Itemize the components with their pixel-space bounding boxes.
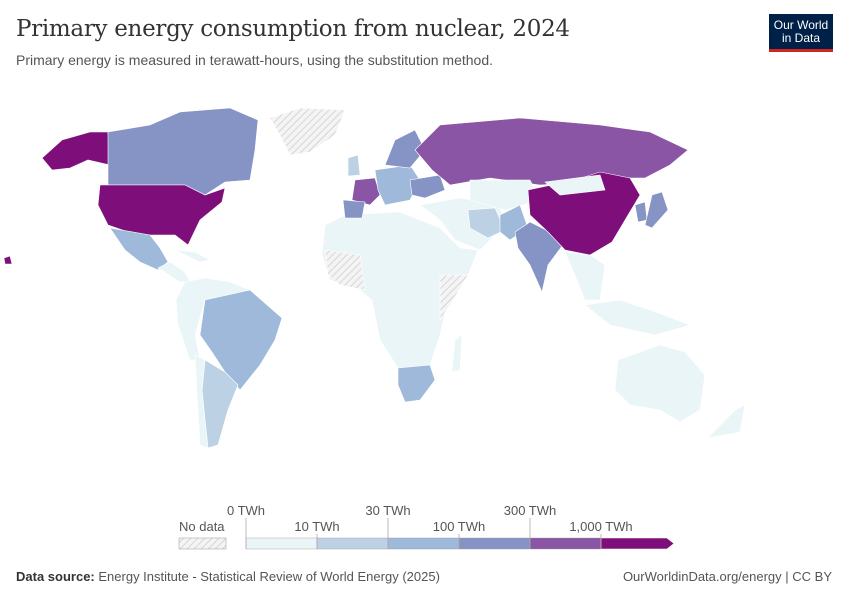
legend-threshold-label: 100 TWh [433,519,486,534]
logo-line1: Our World [773,18,829,32]
country-australia[interactable] [614,344,706,423]
country-france[interactable] [351,177,381,206]
logo-line2: in Data [781,31,821,45]
legend-threshold-label: 10 TWh [294,519,339,534]
country-hawaii[interactable] [3,255,13,265]
region-central-asia[interactable] [469,179,541,211]
chart-title: Primary energy consumption from nuclear,… [16,16,570,42]
legend-threshold-label: 30 TWh [365,503,410,518]
country-south-africa[interactable] [397,364,436,403]
country-uk[interactable] [347,154,361,177]
region-caribbean[interactable] [174,249,211,263]
footer-source: Data source: Energy Institute - Statisti… [16,569,440,584]
country-sweden-finland[interactable] [384,129,426,169]
world-map [3,107,746,449]
legend-no-data-swatch[interactable] [178,537,227,550]
region-africa-no-data [324,249,366,291]
country-chile[interactable] [194,354,209,449]
country-ukraine[interactable] [409,174,446,199]
region-central-america[interactable] [157,261,191,283]
country-japan[interactable] [644,191,669,229]
legend-threshold-label: 0 TWh [227,503,265,518]
country-new-zealand[interactable] [707,404,746,439]
country-madagascar[interactable] [451,334,463,373]
owid-logo[interactable]: Our World in Data [769,14,833,52]
region-south-america-north[interactable] [175,277,252,361]
legend-threshold-label: 300 TWh [504,503,557,518]
legend-bin-4[interactable] [529,537,602,550]
source-label: Data source: [16,569,95,584]
legend-bin-0[interactable] [245,537,318,550]
region-indonesia[interactable] [584,299,691,336]
legend-bin-5[interactable] [600,537,675,550]
region-africa-no-data-east [439,274,469,321]
country-china[interactable] [527,171,641,256]
country-russia[interactable] [414,117,689,186]
legend-threshold-label: 1,000 TWh [569,519,632,534]
country-mongolia[interactable] [544,174,606,196]
country-brazil[interactable] [199,289,283,391]
footer-url[interactable]: OurWorldinData.org/energy | CC BY [622,569,832,584]
country-spain[interactable] [342,199,366,219]
chart-subtitle: Primary energy is measured in terawatt-h… [16,52,494,68]
legend-bin-1[interactable] [316,537,389,550]
legend-bin-3[interactable] [458,537,531,550]
source-text: Energy Institute - Statistical Review of… [98,569,440,584]
legend-no-data-label: No data [179,519,225,534]
country-greenland [269,107,346,156]
country-india[interactable] [514,221,566,293]
region-southeast-asia[interactable] [564,251,606,301]
legend-bin-2[interactable] [387,537,460,550]
country-iran[interactable] [467,207,506,239]
country-usa[interactable] [97,184,226,246]
